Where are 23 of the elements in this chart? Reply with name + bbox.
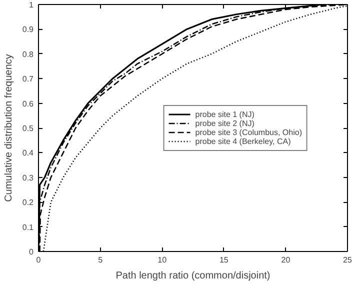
legend-label: probe site 2 (NJ) (195, 118, 254, 128)
x-tick-label: 0 (36, 256, 42, 264)
legend-label: probe site 3 (Columbus, Ohio) (195, 128, 302, 136)
legend-label: probe site 4 (Berkeley, CA) (195, 136, 291, 146)
y-tick-label: 1 (29, 0, 34, 10)
y-tick-label: 0.9 (22, 25, 34, 34)
y-tick-label: 0.6 (22, 99, 34, 108)
y-tick-label: 0.4 (22, 148, 34, 158)
x-axis-title: Path length ratio (common/disjoint) (116, 270, 270, 282)
x-tick-label: 5 (98, 256, 104, 264)
y-tick-label: 0 (29, 248, 34, 256)
y-axis-title: Cumulative distribution frequency (3, 54, 14, 202)
y-tick-label: 0.7 (22, 74, 34, 84)
y-tick-label: 0.5 (22, 124, 34, 133)
x-tick-label: 25 (343, 256, 352, 264)
y-tick-label: 0.2 (22, 198, 34, 208)
x-tick-label: 10 (158, 256, 168, 264)
y-tick-label: 0.8 (22, 50, 34, 59)
y-tick-label: 0.1 (22, 222, 34, 232)
x-tick-label: 15 (219, 256, 229, 264)
x-tick-label: 20 (281, 256, 291, 264)
legend-label: probe site 1 (NJ) (195, 110, 254, 118)
y-tick-label: 0.3 (22, 173, 34, 182)
